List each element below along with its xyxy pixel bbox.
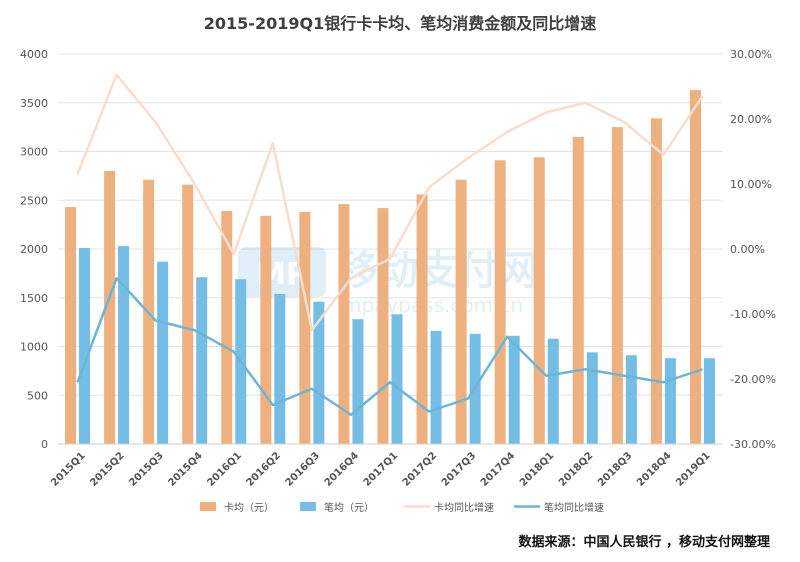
chart-title: 2015-2019Q1银行卡卡均、笔均消费金额及同比增速 [203,14,597,33]
y-left-tick-label: 4000 [20,48,48,61]
line-txn-avg-yoy [76,277,703,416]
bar-card-avg [182,184,194,444]
x-tick-label: 2018Q2 [557,450,595,488]
bar-card-avg [104,171,116,444]
y-right-tick-label: -30.00% [730,438,776,451]
bar-txn-avg [274,293,286,444]
bar-txn-avg [625,355,637,444]
bar-card-avg [533,157,545,444]
bar-txn-avg [508,335,520,444]
bar-card-avg [650,118,662,444]
bar-card-avg [455,179,467,444]
bar-card-avg [689,90,701,444]
bar-card-avg [611,127,623,444]
bar-card-avg [299,211,311,444]
legend-swatch [200,502,216,511]
y-left-tick-label: 1000 [20,341,48,354]
bar-card-avg [260,215,272,444]
x-tick-label: 2019Q1 [674,450,712,488]
bar-txn-avg [118,246,130,444]
bar-txn-avg [352,319,364,444]
line-card-avg-yoy [76,73,704,332]
x-tick-label: 2018Q1 [518,450,556,488]
x-tick-label: 2017Q2 [401,450,439,488]
legend-swatch [300,502,316,511]
y-left-tick-label: 2500 [20,194,48,207]
x-tick-label: 2016Q3 [284,450,322,488]
x-tick-label: 2015Q4 [166,450,204,488]
bar-txn-avg [196,277,208,444]
x-tick-label: 2017Q3 [440,450,478,488]
x-tick-label: 2015Q2 [88,450,126,488]
watermark-subtext: mpaypass.com.cn [342,293,523,317]
y-left-tick-label: 0 [41,438,48,451]
y-right-tick-label: 30.00% [730,48,772,61]
bar-card-avg [338,204,350,444]
x-tick-label: 2017Q4 [479,450,517,488]
y-right-tick-label: -20.00% [730,373,776,386]
y-left-tick-label: 500 [27,389,48,402]
y-left-tick-label: 3500 [20,97,48,110]
bar-txn-avg [391,314,403,444]
x-tick-label: 2016Q4 [323,450,361,488]
bar-txn-avg [703,358,715,444]
bar-card-avg [494,160,506,444]
bar-card-avg [65,207,77,444]
y-right-tick-label: 10.00% [730,178,772,191]
x-tick-label: 2018Q4 [635,450,673,488]
legend-label: 笔均同比增速 [544,501,604,514]
bar-txn-avg [157,261,169,444]
bar-txn-avg [586,352,598,444]
x-tick-label: 2018Q3 [596,450,634,488]
bar-card-avg [221,210,233,444]
x-tick-label: 2016Q2 [245,450,283,488]
bar-txn-avg [664,358,676,444]
y-left-tick-label: 1500 [20,292,48,305]
legend-label: 卡均同比增速 [434,501,494,514]
y-right-tick-label: -10.00% [730,308,776,321]
legend-label: 笔均（元） [324,501,374,514]
bar-txn-avg [547,338,559,444]
y-right-tick-label: 20.00% [730,113,772,126]
y-right-tick-label: 0.00% [730,243,765,256]
y-left-tick-label: 2000 [20,243,48,256]
y-left-tick-label: 3000 [20,146,48,159]
x-tick-label: 2016Q1 [205,450,243,488]
x-tick-label: 2017Q1 [362,450,400,488]
source-note: 数据来源：中国人民银行 ，移动支付网整理 [518,535,770,550]
bar-txn-avg [313,301,325,444]
bar-card-avg [377,208,389,444]
bar-txn-avg [430,330,442,444]
legend-label: 卡均（元） [224,501,274,514]
bar-card-avg [572,136,584,444]
bar-card-avg [416,194,428,444]
x-tick-label: 2015Q3 [127,450,165,488]
x-tick-label: 2015Q1 [49,450,87,488]
bar-txn-avg [79,248,91,444]
